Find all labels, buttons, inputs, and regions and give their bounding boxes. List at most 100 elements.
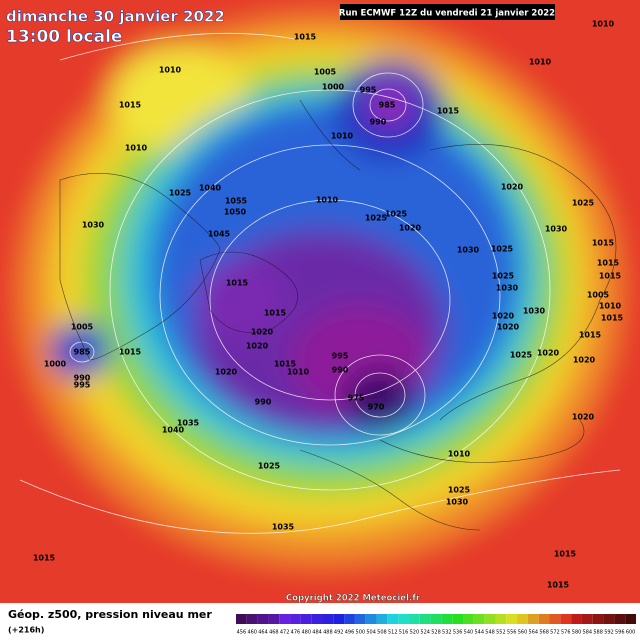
isobar-label: 970 <box>368 403 385 412</box>
isobar-label: 985 <box>74 348 91 357</box>
colorbar-swatch <box>333 614 345 624</box>
colorbar-label: 572 <box>550 630 560 636</box>
colorbar-label: 596 <box>615 630 625 636</box>
isobar-label: 1015 <box>437 107 460 116</box>
colorbar-label: 516 <box>399 630 409 636</box>
colorbar-label: 540 <box>464 630 474 636</box>
isobar-label: 1020 <box>246 342 269 351</box>
colorbar-label: 580 <box>572 630 582 636</box>
coastlines <box>59 99 617 531</box>
colorbar-swatch <box>290 614 301 624</box>
isobar-label: 1015 <box>592 239 615 248</box>
isobar-label: 1015 <box>597 259 620 268</box>
isobar-label: 995 <box>360 86 377 95</box>
colorbar-label: 492 <box>334 630 344 636</box>
isobar-label: 1015 <box>119 348 142 357</box>
isobar-label: 1010 <box>599 302 622 311</box>
colorbar-swatch <box>625 614 636 624</box>
colorbar-swatch <box>603 614 615 624</box>
isobar-label: 1030 <box>446 498 469 507</box>
colorbar-label: 576 <box>561 630 571 636</box>
isobar-label: 1010 <box>125 144 148 153</box>
isobar-label: 1005 <box>314 68 337 77</box>
colorbar-label: 520 <box>410 630 420 636</box>
forecast-date: dimanche 30 janvier 2022 <box>6 8 225 26</box>
isobar-label: 1025 <box>491 245 514 254</box>
colorbar-label: 548 <box>485 630 495 636</box>
colorbar-label: 500 <box>356 630 366 636</box>
colorbar-label: 564 <box>529 630 539 636</box>
isobar-label: 1000 <box>322 83 345 92</box>
isobar-label: 1020 <box>251 328 274 337</box>
isobar-label: 1020 <box>501 183 524 192</box>
isobar-label: 1000 <box>44 360 67 369</box>
isobar-label: 1045 <box>208 230 231 239</box>
isobar-label: 1030 <box>457 246 480 255</box>
isobar-label: 1030 <box>496 284 519 293</box>
colorbar-swatch <box>484 614 496 624</box>
colorbar-swatch <box>614 614 626 624</box>
colorbar-swatch <box>365 614 377 624</box>
colorbar-label: 472 <box>280 630 290 636</box>
colorbar-swatch <box>452 614 464 624</box>
isobar-label: 990 <box>74 374 91 383</box>
colorbar-label: 528 <box>431 630 441 636</box>
isobar-label: 1015 <box>274 360 297 369</box>
isobars <box>19 32 621 534</box>
colorbar-swatch <box>279 614 291 624</box>
isobar-label: 1020 <box>497 323 520 332</box>
run-box <box>340 4 555 20</box>
colorbar-swatch <box>463 614 474 624</box>
isobar-label: 1010 <box>592 20 615 29</box>
isobar-label: 1010 <box>448 450 471 459</box>
colorbar-label: 484 <box>312 630 322 636</box>
colorbar-swatch <box>495 614 507 624</box>
colorbar-swatch <box>268 614 280 624</box>
lead-time: (+216h) <box>8 626 44 635</box>
colorbar-label: 592 <box>604 630 614 636</box>
isobar-label: 1010 <box>159 66 182 75</box>
colorbar-swatch <box>311 614 323 624</box>
isobar-label: 1015 <box>294 33 317 42</box>
isobar-label: 1025 <box>169 189 192 198</box>
colorbar-label: 508 <box>377 630 387 636</box>
isobar-label: 995 <box>74 381 91 390</box>
colorbar-swatch <box>257 614 269 624</box>
colorbar: 456 460 464 468 472 476 480 484 488 492 496 500 504 5… <box>236 614 636 636</box>
colorbar-swatch <box>517 614 528 624</box>
isobar-label: 1025 <box>510 351 533 360</box>
colorbar-label: 536 <box>453 630 463 636</box>
colorbar-swatch <box>246 614 258 624</box>
colorbar-swatch <box>344 614 355 624</box>
colorbar-label: 568 <box>539 630 549 636</box>
colorbar-label: 460 <box>247 630 257 636</box>
isobar-label: 1015 <box>579 331 602 340</box>
colorbar-label: 480 <box>301 630 311 636</box>
isobar-label: 1025 <box>572 199 595 208</box>
isobar-label: 1035 <box>177 419 200 428</box>
colorbar-swatch <box>236 614 247 624</box>
colorbar-swatch <box>354 614 366 624</box>
isobar-label: 1035 <box>272 523 295 532</box>
isobar-label: 1010 <box>331 132 354 141</box>
colorbar-swatch <box>322 614 334 624</box>
colorbar-swatch <box>571 614 582 624</box>
colorbar-swatch <box>506 614 518 624</box>
colorbar-label: 464 <box>258 630 268 636</box>
colorbar-swatch <box>376 614 388 624</box>
colorbar-swatch <box>430 614 442 624</box>
isobar-label: 1020 <box>215 368 238 377</box>
isobar-label: 1025 <box>492 272 515 281</box>
isobar-label: 975 <box>348 394 365 403</box>
isobar-label: 1005 <box>71 323 94 332</box>
colorbar-label: 552 <box>496 630 506 636</box>
colorbar-label: 496 <box>345 630 355 636</box>
isobar-label: 1020 <box>399 224 422 233</box>
isobar-label: 1025 <box>365 214 388 223</box>
colorbar-label: 524 <box>420 630 430 636</box>
colorbar-swatch <box>592 614 604 624</box>
isobar-label: 1015 <box>601 314 624 323</box>
isobar-label: 995 <box>332 352 349 361</box>
colorbar-swatch <box>441 614 453 624</box>
